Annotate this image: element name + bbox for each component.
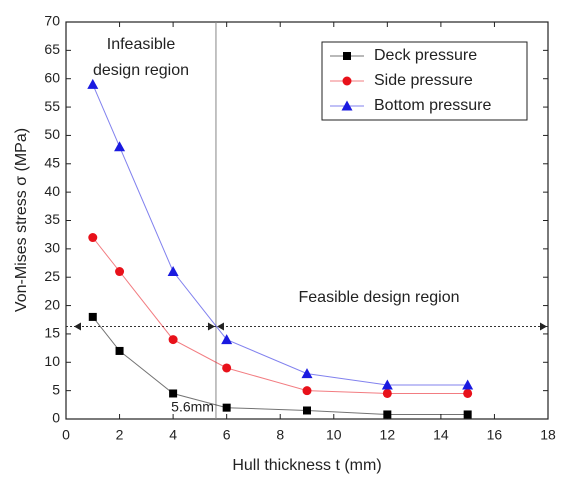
x-tick-label: 12 <box>380 427 396 443</box>
marker <box>463 410 472 419</box>
x-tick-label: 18 <box>540 427 556 443</box>
x-tick-label: 16 <box>487 427 503 443</box>
feasible-label: Feasible design region <box>299 289 460 306</box>
arrowhead <box>74 322 81 331</box>
x-tick-label: 8 <box>276 427 284 443</box>
marker <box>222 363 232 373</box>
legend-label: Bottom pressure <box>374 97 491 114</box>
y-tick-label: 35 <box>44 211 60 227</box>
marker <box>168 335 178 345</box>
marker <box>381 379 393 390</box>
x-tick-label: 14 <box>433 427 449 443</box>
y-tick-label: 5 <box>52 381 60 397</box>
marker <box>302 386 312 396</box>
marker <box>382 388 392 398</box>
y-tick-label: 50 <box>44 126 60 142</box>
x-tick-label: 2 <box>116 427 124 443</box>
marker <box>383 410 392 419</box>
marker <box>114 141 126 152</box>
legend-label: Side pressure <box>374 72 473 89</box>
arrowhead <box>216 322 224 331</box>
marker <box>87 78 99 89</box>
marker <box>115 346 124 355</box>
y-axis-label: Von-Mises stress σ (MPa) <box>13 128 30 312</box>
y-tick-label: 60 <box>44 69 60 85</box>
x-tick-label: 10 <box>326 427 342 443</box>
y-tick-label: 70 <box>44 13 60 29</box>
y-tick-label: 40 <box>44 183 60 199</box>
y-tick-label: 30 <box>44 240 60 256</box>
series-line <box>92 316 468 415</box>
threshold-x-label: 5.6mm <box>171 399 214 415</box>
marker <box>342 76 352 86</box>
y-tick-label: 20 <box>44 296 60 312</box>
marker <box>88 312 97 321</box>
marker <box>222 403 231 412</box>
marker <box>462 379 474 390</box>
marker <box>303 406 311 415</box>
marker <box>301 368 313 379</box>
y-tick-label: 45 <box>44 154 60 170</box>
marker <box>88 233 98 243</box>
legend-label: Deck pressure <box>374 47 477 64</box>
marker <box>343 52 351 60</box>
y-tick-label: 65 <box>44 41 60 57</box>
marker <box>167 266 179 277</box>
y-tick-label: 25 <box>44 268 60 284</box>
marker <box>463 388 473 398</box>
x-axis-label: Hull thickness t (mm) <box>232 457 381 474</box>
arrowhead <box>207 322 215 331</box>
marker <box>115 267 125 277</box>
series-line <box>92 237 468 394</box>
x-tick-label: 6 <box>223 427 231 443</box>
marker <box>341 100 353 111</box>
x-tick-label: 0 <box>62 427 70 443</box>
infeasible-label: design region <box>93 62 189 79</box>
marker <box>169 389 178 398</box>
y-tick-label: 55 <box>44 98 60 114</box>
y-tick-label: 0 <box>52 410 60 426</box>
arrowhead <box>540 322 547 331</box>
y-tick-label: 10 <box>44 353 60 369</box>
x-tick-label: 4 <box>169 427 177 443</box>
marker <box>221 334 233 345</box>
y-tick-label: 15 <box>44 325 60 341</box>
series-line <box>92 84 468 386</box>
infeasible-label: Infeasible <box>107 36 176 53</box>
